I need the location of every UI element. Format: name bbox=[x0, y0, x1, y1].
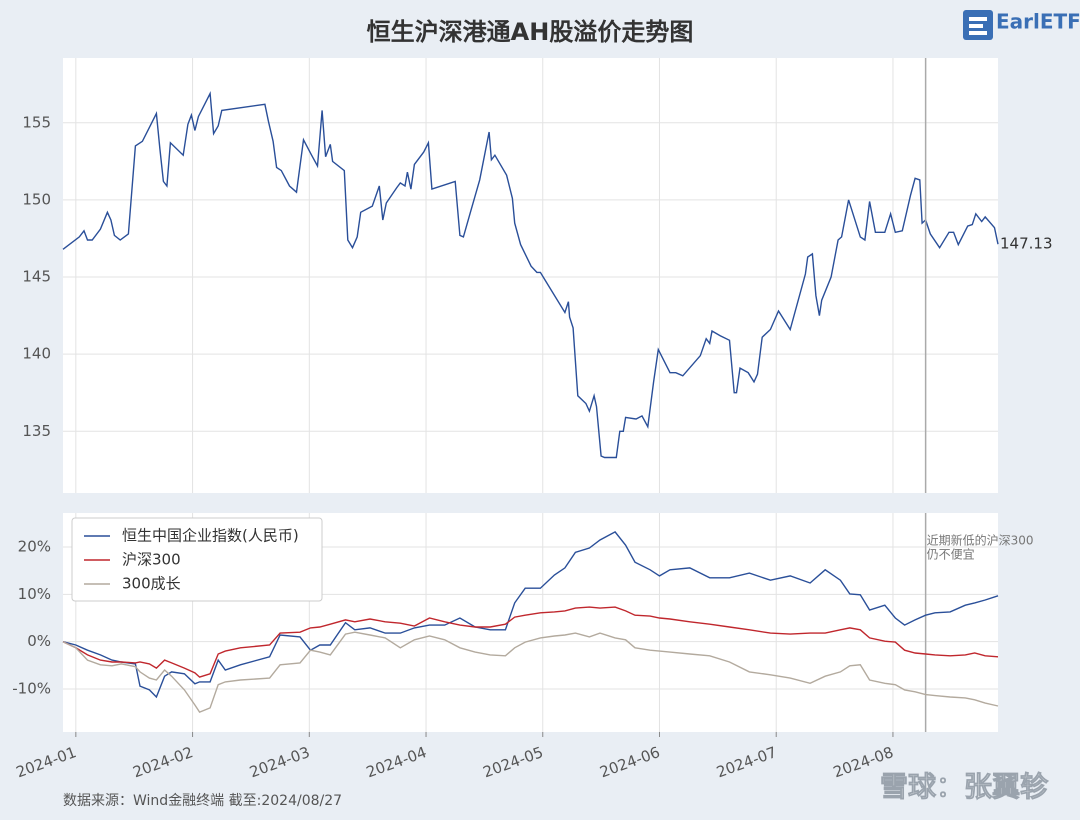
x-tick-label: 2024-07 bbox=[714, 743, 779, 781]
line-series bbox=[62, 90, 999, 459]
legend-label: 恒生中国企业指数(人民币) bbox=[122, 527, 299, 545]
logo-icon-bar bbox=[969, 17, 987, 21]
legend-label: 300成长 bbox=[122, 575, 181, 593]
y-tick-label: 145 bbox=[22, 268, 51, 286]
legend-box bbox=[71, 517, 323, 602]
x-tick-label: 2024-01 bbox=[14, 743, 79, 781]
watermark: 雪球：张翼轸 bbox=[880, 770, 1049, 803]
top-plot-area bbox=[63, 58, 998, 493]
source-note: 数据来源：Wind金融终端 截至:2024/08/27 bbox=[63, 793, 342, 809]
x-tick-label: 2024-05 bbox=[481, 743, 546, 781]
y-tick-label: 0% bbox=[27, 632, 51, 650]
legend-label: 沪深300 bbox=[122, 551, 181, 569]
annotation: 仍不便宜 bbox=[927, 547, 975, 562]
end-value-label: 147.13 bbox=[1000, 235, 1053, 253]
y-tick-label: -10% bbox=[12, 679, 51, 697]
x-tick-label: 2024-03 bbox=[247, 743, 312, 781]
y-tick-label: 20% bbox=[18, 538, 51, 556]
annotation: 近期新低的沪深300 bbox=[927, 533, 1034, 548]
logo-icon-bar bbox=[969, 24, 983, 28]
y-tick-label: 155 bbox=[22, 113, 51, 131]
x-tick-label: 2024-04 bbox=[364, 743, 429, 781]
y-tick-label: 140 bbox=[22, 345, 51, 363]
logo-icon-bar bbox=[969, 31, 987, 35]
y-tick-label: 10% bbox=[18, 585, 51, 603]
line-series bbox=[62, 631, 999, 713]
x-tick-label: 2024-06 bbox=[597, 743, 662, 781]
line-series bbox=[62, 531, 999, 699]
logo-text: EarlETF bbox=[996, 10, 1080, 34]
line-series bbox=[62, 606, 999, 678]
y-tick-label: 150 bbox=[22, 190, 51, 208]
logo: EarlETF bbox=[963, 10, 1080, 40]
x-tick-label: 2024-02 bbox=[130, 743, 195, 781]
y-tick-label: 135 bbox=[22, 422, 51, 440]
chart-title: 恒生沪深港通AH股溢价走势图 bbox=[367, 18, 694, 46]
